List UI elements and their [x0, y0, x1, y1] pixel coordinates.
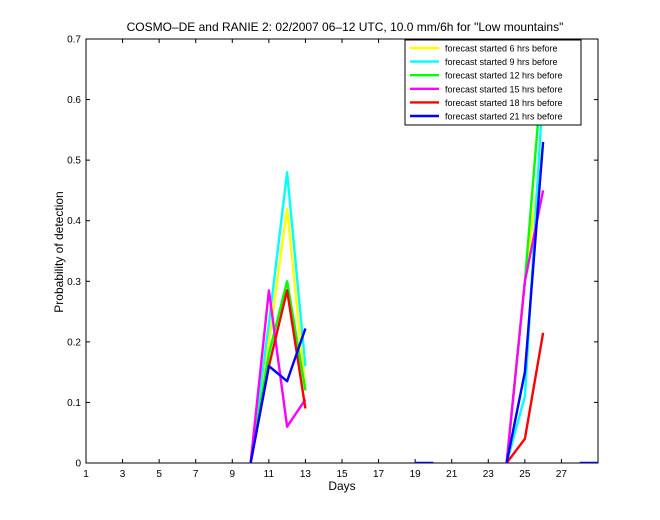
- legend: forecast started 6 hrs before forecast st…: [404, 39, 582, 126]
- x-tick-label: 21: [446, 469, 458, 480]
- series-line-6: [505, 141, 545, 463]
- y-tick-label: 0.4: [67, 216, 81, 227]
- x-tick-label: 25: [519, 469, 531, 480]
- y-tick-label: 0.7: [67, 35, 81, 46]
- ticks: 1 3 5 7 9 11 13 15 17 19 21 23 25 2700.10.20.30.40.50…: [67, 35, 598, 480]
- series-lines: [249, 60, 598, 463]
- x-tick-label: 9: [230, 469, 236, 480]
- x-tick-label: 3: [120, 469, 126, 480]
- chart-title: COSMO–DE and RANIE 2: 02/2007 06–12 UTC,…: [127, 20, 564, 34]
- x-tick-label: 19: [410, 469, 422, 480]
- legend-box: [404, 39, 582, 126]
- x-tick-label: 5: [156, 469, 162, 480]
- x-tick-label: 15: [336, 469, 348, 480]
- y-tick-label: 0.1: [67, 398, 81, 409]
- legend-label: forecast started 15 hrs before: [445, 84, 563, 94]
- legend-label: forecast started 6 hrs before: [445, 44, 558, 54]
- y-tick-label: 0.2: [67, 337, 81, 348]
- x-tick-label: 1: [83, 469, 89, 480]
- legend-label: forecast started 21 hrs before: [445, 112, 563, 122]
- y-tick-label: 0.3: [67, 277, 81, 288]
- y-tick-label: 0.5: [67, 156, 81, 167]
- x-axis-label: Days: [328, 479, 355, 493]
- y-tick-label: 0.6: [67, 95, 81, 106]
- x-tick-label: 7: [193, 469, 199, 480]
- legend-label: forecast started 18 hrs before: [445, 98, 563, 108]
- series-line-4: [249, 289, 307, 463]
- y-axis-label: Probability of detection: [52, 191, 66, 312]
- x-tick-label: 11: [264, 469, 275, 480]
- y-tick-label: 0: [75, 459, 81, 470]
- series-line-6: [249, 328, 307, 463]
- series-line-2: [505, 87, 545, 463]
- x-tick-label: 27: [556, 469, 568, 480]
- x-tick-label: 23: [483, 469, 495, 480]
- series-line-2: [249, 171, 307, 463]
- legend-label: forecast started 9 hrs before: [445, 57, 558, 67]
- x-tick-label: 13: [300, 469, 312, 480]
- series-line-5: [505, 332, 545, 463]
- x-tick-label: 17: [373, 469, 385, 480]
- legend-label: forecast started 12 hrs before: [445, 71, 563, 81]
